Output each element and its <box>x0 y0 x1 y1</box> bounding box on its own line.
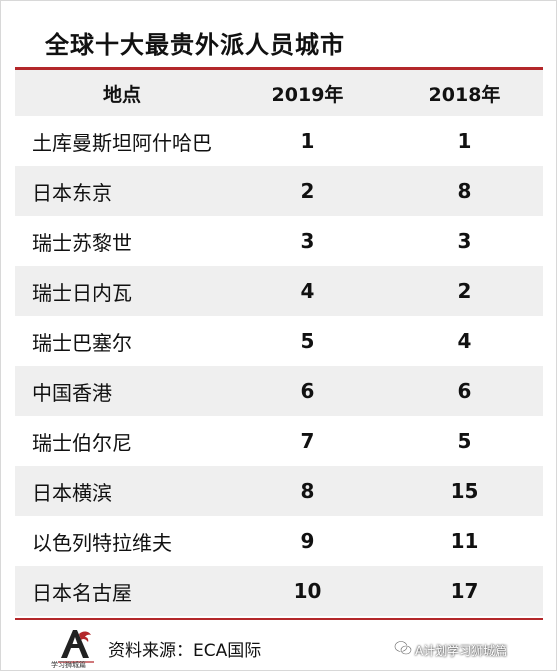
table-row: 日本名古屋 10 17 <box>15 566 543 616</box>
city-name: 日本横滨 <box>32 480 112 505</box>
rank-2019: 8 <box>300 479 315 503</box>
city-name: 瑞士苏黎世 <box>32 230 132 255</box>
lion-logo-icon <box>58 630 94 663</box>
table-row: 土库曼斯坦阿什哈巴 1 1 <box>15 116 543 166</box>
city-name: 日本东京 <box>32 180 112 205</box>
city-name: 日本名古屋 <box>32 580 132 605</box>
city-name: 土库曼斯坦阿什哈巴 <box>32 130 212 155</box>
table-row: 中国香港 6 6 <box>15 366 543 416</box>
title-divider <box>15 67 543 70</box>
city-name: 瑞士日内瓦 <box>32 280 132 305</box>
rank-2018: 3 <box>457 229 472 253</box>
rank-2019: 6 <box>300 379 315 403</box>
page-title: 全球十大最贵外派人员城市 <box>45 31 345 59</box>
rank-2019: 4 <box>300 279 315 303</box>
table-row: 瑞士巴塞尔 5 4 <box>15 316 543 366</box>
rank-2018: 1 <box>457 129 472 153</box>
table-row: 瑞士日内瓦 4 2 <box>15 266 543 316</box>
rank-2019: 10 <box>293 579 322 603</box>
rank-2018: 15 <box>450 479 479 503</box>
table-row: 日本东京 2 8 <box>15 166 543 216</box>
rank-2019: 3 <box>300 229 315 253</box>
table-header-row: 地点 2019年 2018年 <box>15 70 543 116</box>
logo-caption: 学习狮城篇 <box>51 661 86 669</box>
header-2019: 2019年 <box>271 83 344 106</box>
table-row: 日本横滨 8 15 <box>15 466 543 516</box>
rank-2018: 8 <box>457 179 472 203</box>
ranking-table: 地点 2019年 2018年 土库曼斯坦阿什哈巴 1 1 日本东京 2 8 瑞士… <box>15 70 543 616</box>
rank-2019: 7 <box>300 429 315 453</box>
rank-2019: 2 <box>300 179 315 203</box>
rank-2019: 9 <box>300 529 315 553</box>
header-place: 地点 <box>102 83 141 106</box>
rank-2019: 5 <box>300 329 315 353</box>
footer-divider <box>15 618 543 620</box>
rank-2018: 17 <box>450 579 479 603</box>
footer: 学习狮城篇 资料来源：ECA国际 A计划学习狮城篇 <box>1 620 557 672</box>
city-name: 以色列特拉维夫 <box>32 530 172 555</box>
header-2018: 2018年 <box>428 83 501 106</box>
city-name: 瑞士伯尔尼 <box>32 430 132 455</box>
city-name: 瑞士巴塞尔 <box>32 330 132 355</box>
table-row: 以色列特拉维夫 9 11 <box>15 516 543 566</box>
city-name: 中国香港 <box>32 380 112 405</box>
rank-2018: 2 <box>457 279 472 303</box>
watermark: A计划学习狮城篇 <box>415 644 508 658</box>
rank-2018: 11 <box>450 529 479 553</box>
source-note: 资料来源：ECA国际 <box>108 641 262 661</box>
rank-2018: 5 <box>457 429 472 453</box>
rank-2018: 6 <box>457 379 472 403</box>
rank-2019: 1 <box>300 129 315 153</box>
table-row: 瑞士苏黎世 3 3 <box>15 216 543 266</box>
wechat-icon <box>394 640 412 655</box>
table-row: 瑞士伯尔尼 7 5 <box>15 416 543 466</box>
rank-2018: 4 <box>457 329 472 353</box>
